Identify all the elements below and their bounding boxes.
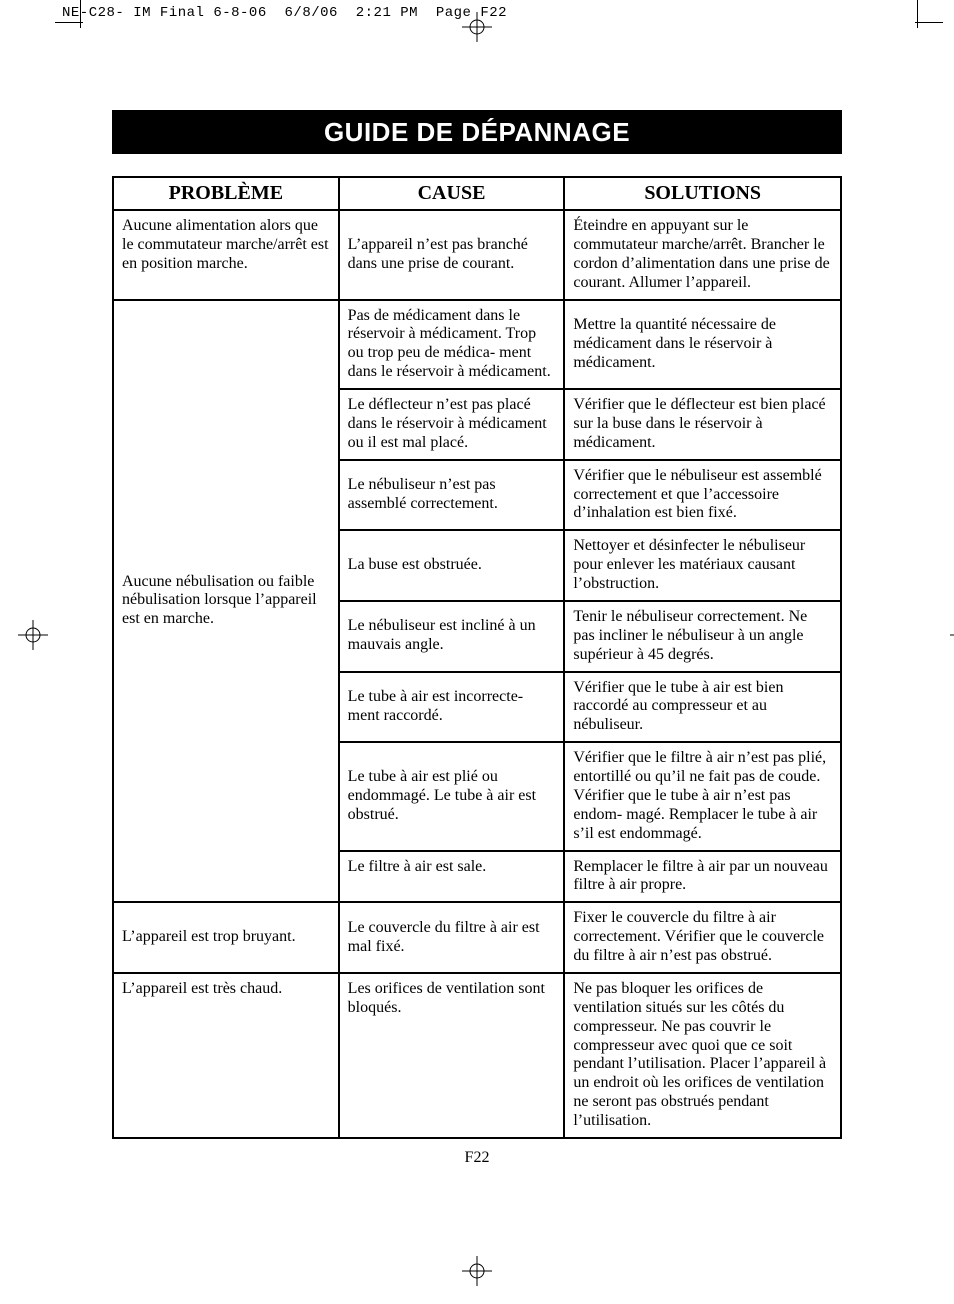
crop-mark	[917, 0, 918, 28]
table-row: Aucune alimentation alors que le commuta…	[113, 210, 841, 300]
cell-solution: Tenir le nébuliseur correctement. Ne pas…	[564, 601, 841, 672]
registration-mark-icon	[462, 12, 492, 42]
slug-line: NE-C28- IM Final 6-8-06 6/8/06 2:21 PM P…	[62, 5, 507, 21]
cell-cause: Le filtre à air est sale.	[339, 851, 565, 903]
cell-solution: Éteindre en appuyant sur le commutateur …	[564, 210, 841, 300]
cell-cause: Le nébuliseur est incliné à un mauvais a…	[339, 601, 565, 672]
cell-cause: Le tube à air est plié ou endommagé. Le …	[339, 742, 565, 850]
troubleshooting-table: PROBLÈME CAUSE SOLUTIONS Aucune alimenta…	[112, 176, 842, 1139]
cell-solution: Vérifier que le déflecteur est bien plac…	[564, 389, 841, 460]
registration-mark-icon	[950, 620, 954, 650]
cell-problem: L’appareil est très chaud.	[113, 973, 339, 1138]
cell-cause: Le nébuliseur n’est pas assemblé correct…	[339, 460, 565, 531]
cell-solution: Nettoyer et désinfecter le nébuliseur po…	[564, 530, 841, 601]
col-header-solution: SOLUTIONS	[564, 177, 841, 210]
content-area: GUIDE DE DÉPANNAGE PROBLÈME CAUSE SOLUTI…	[112, 110, 842, 1167]
page-number: F22	[112, 1149, 842, 1167]
table-row: Aucune nébulisation ou faible nébulisati…	[113, 300, 841, 390]
cell-solution: Fixer le couvercle du filtre à air corre…	[564, 902, 841, 973]
cell-problem: Aucune nébulisation ou faible nébulisati…	[113, 300, 339, 903]
registration-mark-icon	[462, 1256, 492, 1286]
cell-cause: La buse est obstruée.	[339, 530, 565, 601]
cell-solution: Ne pas bloquer les orifices de ventilati…	[564, 973, 841, 1138]
col-header-problem: PROBLÈME	[113, 177, 339, 210]
cell-problem: Aucune alimentation alors que le commuta…	[113, 210, 339, 300]
cell-cause: Le couvercle du filtre à air est mal fix…	[339, 902, 565, 973]
cell-cause: Les orifices de ventilation sont bloqués…	[339, 973, 565, 1138]
cell-solution: Remplacer le filtre à air par un nouveau…	[564, 851, 841, 903]
cell-solution: Vérifier que le tube à air est bien racc…	[564, 672, 841, 743]
cell-cause: Le tube à air est incorrecte- ment racco…	[339, 672, 565, 743]
cell-cause: Pas de médicament dans le réservoir à mé…	[339, 300, 565, 390]
crop-mark	[55, 22, 83, 23]
page-title: GUIDE DE DÉPANNAGE	[112, 110, 842, 154]
table-row: L’appareil est très chaud. Les orifices …	[113, 973, 841, 1138]
cell-cause: Le déflecteur n’est pas placé dans le ré…	[339, 389, 565, 460]
table-row: L’appareil est trop bruyant. Le couvercl…	[113, 902, 841, 973]
crop-mark	[915, 22, 943, 23]
cell-solution: Vérifier que le nébuliseur est assemblé …	[564, 460, 841, 531]
cell-solution: Mettre la quantité nécessaire de médicam…	[564, 300, 841, 390]
registration-mark-icon	[18, 620, 48, 650]
cell-solution: Vérifier que le filtre à air n’est pas p…	[564, 742, 841, 850]
page: NE-C28- IM Final 6-8-06 6/8/06 2:21 PM P…	[0, 0, 954, 1304]
cell-cause: L’appareil n’est pas branché dans une pr…	[339, 210, 565, 300]
cell-problem: L’appareil est trop bruyant.	[113, 902, 339, 973]
col-header-cause: CAUSE	[339, 177, 565, 210]
